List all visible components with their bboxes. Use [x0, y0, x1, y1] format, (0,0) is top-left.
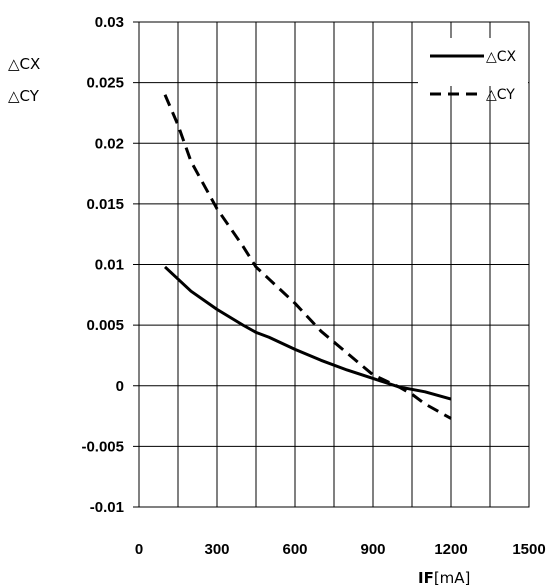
- y-tick-label: 0.005: [86, 317, 124, 334]
- x-tick-label: 0: [135, 541, 143, 558]
- y-tick-label: 0: [116, 378, 124, 395]
- x-axis-label-unit: [mA]: [434, 569, 471, 587]
- y-tick-label: 0.01: [95, 257, 124, 274]
- y-tick-label: 0.015: [86, 196, 124, 213]
- y-axis-label-cy: △CY: [8, 87, 40, 105]
- y-tick-label: -0.005: [81, 438, 124, 455]
- y-tick-label: 0.03: [95, 14, 124, 31]
- legend-label-cy: △CY: [486, 87, 515, 103]
- legend-label-cx: △CX: [486, 49, 517, 65]
- series-line-cy: [163, 94, 452, 420]
- x-tick-labels: 0 300 600 900 1200 1500: [135, 541, 546, 558]
- y-tick-label: 0.025: [86, 75, 124, 92]
- legend: △CX △CY: [418, 38, 528, 103]
- x-tick-label: 1200: [434, 541, 467, 558]
- series-line-cx: [163, 265, 452, 401]
- y-tick-label: 0.02: [95, 135, 124, 152]
- x-tick-label: 300: [204, 541, 229, 558]
- grid-layer: [139, 22, 529, 507]
- series-layer: [163, 94, 452, 420]
- y-axis-label-cx: △CX: [8, 55, 40, 73]
- x-tick-label: 1500: [512, 541, 545, 558]
- x-tick-label: 900: [360, 541, 385, 558]
- x-tick-label: 600: [282, 541, 307, 558]
- y-tick-label: -0.01: [90, 499, 124, 516]
- y-tick-labels: -0.01 -0.005 0 0.005 0.01 0.015 0.02 0.025 0.03: [81, 14, 139, 516]
- legend-background: [418, 38, 528, 86]
- x-axis-label-bold: IF: [418, 569, 434, 587]
- x-axis-label: IF[mA]: [418, 569, 470, 587]
